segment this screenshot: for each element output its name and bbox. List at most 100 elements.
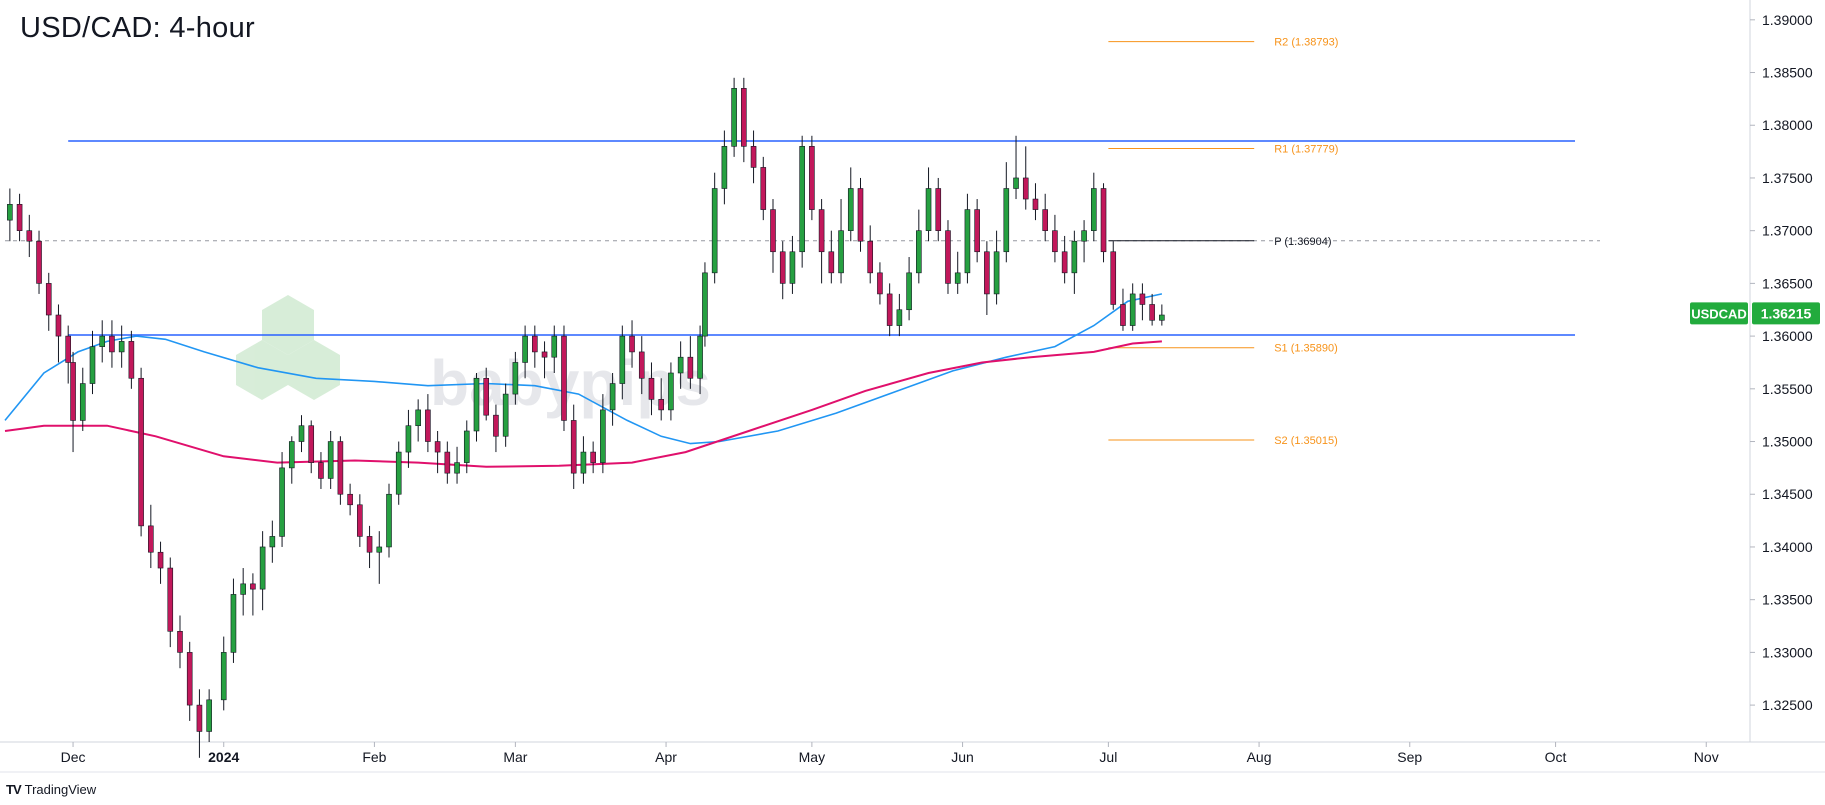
candle-body xyxy=(590,451,596,463)
candle xyxy=(711,172,718,284)
candle-body xyxy=(532,335,538,353)
candle-body xyxy=(148,525,154,553)
candle xyxy=(993,230,1000,305)
candle xyxy=(847,167,854,242)
candle xyxy=(541,341,548,379)
candle xyxy=(1052,214,1058,263)
last-price-label: 1.36215 xyxy=(1761,305,1812,321)
candle xyxy=(760,156,767,221)
candle xyxy=(26,214,33,258)
candle-body xyxy=(308,425,315,463)
candle xyxy=(269,520,276,563)
candle xyxy=(230,578,237,663)
candle-body xyxy=(522,335,528,363)
candle-body xyxy=(337,441,344,495)
candle xyxy=(570,404,577,489)
candle-body xyxy=(711,188,718,274)
candle-body xyxy=(561,335,567,421)
candle-body xyxy=(1052,230,1058,253)
candle xyxy=(279,452,285,547)
candle-body xyxy=(186,652,193,706)
candle xyxy=(109,320,115,368)
candle-body xyxy=(177,630,183,653)
candle xyxy=(463,420,470,474)
candle xyxy=(493,404,499,453)
candle xyxy=(1071,230,1078,294)
candle-body xyxy=(925,188,932,231)
candle-body xyxy=(70,362,76,421)
candle xyxy=(405,409,412,468)
candle-body xyxy=(658,399,664,411)
candle-body xyxy=(79,383,86,421)
candle xyxy=(1129,283,1136,331)
candle xyxy=(36,230,42,294)
symbol-badge-label: USDCAD xyxy=(1691,306,1747,321)
candle xyxy=(1120,288,1126,331)
candle xyxy=(454,446,460,484)
candle-body xyxy=(157,551,164,569)
candle-body xyxy=(347,493,353,506)
candle xyxy=(1149,293,1155,326)
candle xyxy=(250,573,256,616)
candle-body xyxy=(109,335,115,353)
candle-body xyxy=(493,414,499,437)
candle xyxy=(638,336,645,395)
candle xyxy=(415,399,421,442)
candle-body xyxy=(896,309,903,326)
candle-body xyxy=(867,240,874,274)
y-tick-label: 1.32500 xyxy=(1762,697,1813,713)
y-tick-label: 1.33000 xyxy=(1762,644,1813,660)
candle-body xyxy=(1081,230,1087,242)
candle xyxy=(677,341,684,389)
x-tick-label: Mar xyxy=(503,749,527,765)
candle xyxy=(128,330,135,389)
candle-body xyxy=(984,251,990,295)
candle-body xyxy=(1120,304,1126,326)
candle-body xyxy=(366,536,373,553)
candle xyxy=(337,436,344,505)
candle-body xyxy=(677,356,684,374)
candle xyxy=(916,209,922,284)
candle-body xyxy=(250,583,256,590)
candle xyxy=(590,441,596,474)
tradingview-label: TradingView xyxy=(24,782,97,797)
candle-body xyxy=(395,451,402,495)
candle xyxy=(857,177,864,252)
candle xyxy=(687,336,694,389)
candle xyxy=(1042,193,1048,242)
candle-body xyxy=(279,467,285,537)
candle xyxy=(99,320,106,363)
candle xyxy=(1022,146,1029,210)
candle xyxy=(240,568,246,616)
candle xyxy=(16,193,23,242)
candle xyxy=(964,193,971,284)
candle-body xyxy=(16,204,23,231)
candle-body xyxy=(668,372,674,411)
candle-body xyxy=(7,204,13,221)
candle xyxy=(600,394,606,474)
candle-body xyxy=(1013,177,1019,189)
y-tick-label: 1.37000 xyxy=(1762,223,1813,239)
pivot-level-label: S1 (1.35890) xyxy=(1274,343,1338,355)
candle-body xyxy=(206,699,212,732)
candle xyxy=(444,441,451,484)
candle xyxy=(629,320,635,368)
x-tick-label: May xyxy=(799,749,825,765)
candle-body xyxy=(444,451,451,474)
x-tick-label: Oct xyxy=(1545,749,1567,765)
candle xyxy=(89,330,96,395)
candle-body xyxy=(26,230,33,242)
candle-body xyxy=(1110,251,1117,305)
candle xyxy=(357,494,363,547)
candle-body xyxy=(230,594,237,653)
candle-body xyxy=(434,441,441,453)
candle xyxy=(532,325,538,368)
candle-body xyxy=(473,377,480,432)
candle-body xyxy=(760,167,767,210)
pivot-level-label: P (1.36904) xyxy=(1274,236,1331,248)
candle xyxy=(483,367,490,421)
candle-body xyxy=(629,335,635,353)
moving-average-line xyxy=(4,340,1162,468)
